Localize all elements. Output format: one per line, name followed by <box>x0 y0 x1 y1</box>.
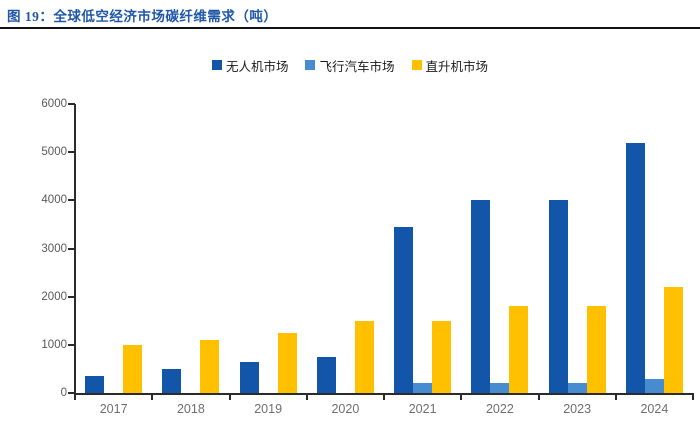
bar-2019-无人机市场 <box>239 361 259 393</box>
y-tick-label: 2000 <box>41 290 67 303</box>
bar-2024-飞行汽车市场 <box>644 378 664 393</box>
y-tick-label: 1000 <box>41 338 67 351</box>
x-tick-label: 2021 <box>408 402 437 416</box>
x-axis-tick <box>151 395 154 400</box>
y-axis-tick <box>68 103 75 105</box>
bar-2020-无人机市场 <box>316 356 336 393</box>
bar-2017-直升机市场 <box>123 344 143 393</box>
bar-2018-直升机市场 <box>200 340 220 393</box>
legend-item-drone-market: 无人机市场 <box>211 56 289 75</box>
bar-2022-直升机市场 <box>509 306 529 393</box>
bar-2023-飞行汽车市场 <box>567 383 587 393</box>
x-tick-label: 2019 <box>254 402 283 416</box>
bar-2024-直升机市场 <box>663 287 683 393</box>
title-divider <box>0 27 700 29</box>
y-axis-line <box>74 104 76 395</box>
x-tick-label: 2022 <box>485 402 514 416</box>
legend-item-flying-car-market: 飞行汽车市场 <box>305 56 395 75</box>
bar-2021-无人机市场 <box>394 226 414 393</box>
bar-2019-直升机市场 <box>277 332 297 393</box>
bar-2017-无人机市场 <box>85 376 105 393</box>
x-tick-label: 2017 <box>99 402 128 416</box>
x-axis-tick <box>692 395 694 400</box>
x-tick-label: 2020 <box>331 402 360 416</box>
y-tick-label: 3000 <box>41 242 67 255</box>
x-axis-tick <box>537 395 540 400</box>
y-tick-label: 6000 <box>41 98 67 110</box>
x-axis-tick <box>305 395 308 400</box>
y-axis-tick <box>68 392 75 394</box>
y-tick-label: 4000 <box>41 194 67 207</box>
figure-title: 图 19：全球低空经济市场碳纤维需求（吨） <box>7 9 278 24</box>
bar-2021-飞行汽车市场 <box>413 383 433 393</box>
bar-2022-无人机市场 <box>471 200 491 393</box>
y-axis-tick <box>68 343 75 346</box>
x-axis-tick <box>228 395 231 400</box>
legend-swatch-helicopter-market <box>411 60 422 70</box>
x-axis-tick <box>614 395 617 400</box>
legend-label: 直升机市场 <box>425 59 489 74</box>
x-axis-tick <box>74 395 76 400</box>
legend-swatch-drone-market <box>211 60 222 70</box>
bar-2022-飞行汽车市场 <box>490 383 510 393</box>
bar-2023-直升机市场 <box>586 306 606 393</box>
y-tick-label: 0 <box>60 387 67 399</box>
chart-legend: 无人机市场 飞行汽车市场 直升机市场 <box>0 56 700 74</box>
bar-2023-无人机市场 <box>548 200 568 393</box>
y-axis-tick <box>68 295 75 298</box>
x-tick-label: 2023 <box>563 402 592 416</box>
bar-2018-无人机市场 <box>162 368 182 393</box>
y-axis-tick <box>68 247 75 250</box>
x-axis-line <box>74 393 694 395</box>
legend-swatch-flying-car-market <box>305 60 316 70</box>
bar-2021-直升机市场 <box>432 320 452 393</box>
x-axis-tick <box>460 395 463 400</box>
legend-label: 飞行汽车市场 <box>319 59 395 74</box>
y-tick-label: 5000 <box>41 146 67 159</box>
bar-2024-无人机市场 <box>625 142 645 393</box>
y-axis-tick <box>68 151 75 154</box>
x-tick-label: 2018 <box>176 402 205 416</box>
y-axis-tick <box>68 199 75 202</box>
legend-item-helicopter-market: 直升机市场 <box>411 56 489 75</box>
bar-2020-直升机市场 <box>354 320 374 393</box>
x-tick-label: 2024 <box>640 402 669 416</box>
legend-label: 无人机市场 <box>225 59 289 74</box>
x-axis-tick <box>383 395 385 400</box>
